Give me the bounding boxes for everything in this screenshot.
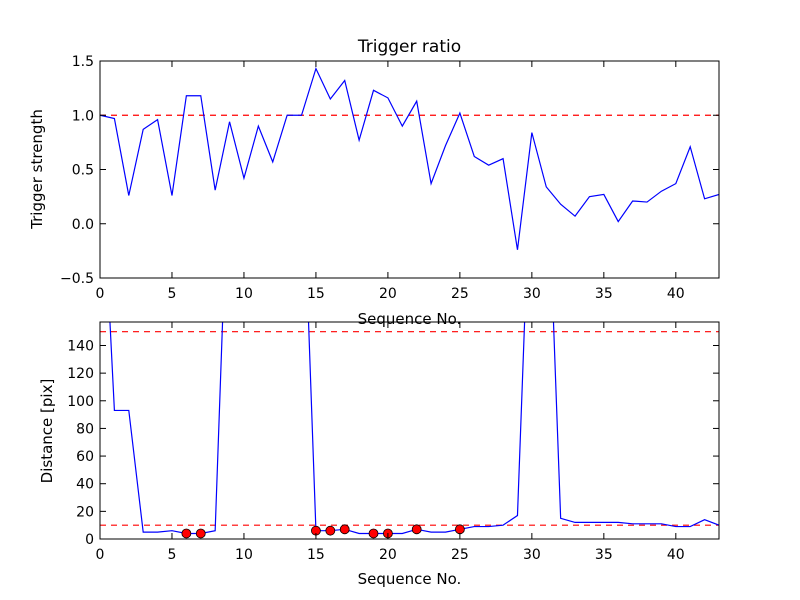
- x-tick-label: 0: [96, 286, 105, 302]
- x-tick-label: 40: [667, 547, 685, 563]
- y-tick-label: 80: [76, 421, 94, 437]
- y-axis-label-bottom: Distance [pix]: [38, 379, 56, 484]
- y-tick-label: 1.5: [72, 54, 94, 70]
- y-tick-label: 20: [76, 504, 94, 520]
- x-tick-label: 35: [595, 286, 613, 302]
- trigger-ratio-panel: Trigger ratio 0 5 10 15 20 25 30 35 40 −0.5 0.0 0.5…: [28, 37, 720, 328]
- y-tick-label: 60: [76, 449, 94, 465]
- y-axis-label-top: Trigger strength: [28, 109, 46, 230]
- x-tick-label: 20: [379, 547, 397, 563]
- x-tick-label: 25: [451, 286, 469, 302]
- x-tick-label: 5: [168, 286, 177, 302]
- x-tick-label: 15: [307, 547, 325, 563]
- y-tick-label: 100: [67, 394, 94, 410]
- y-tick-label: 0.0: [72, 217, 94, 233]
- x-tick-label: 35: [595, 547, 613, 563]
- x-tick-label: 15: [307, 286, 325, 302]
- x-tick-label: 30: [523, 286, 541, 302]
- y-tick-label: 40: [76, 477, 94, 493]
- data-marker: [368, 528, 379, 539]
- y-tick-label: 0.5: [72, 163, 94, 179]
- x-tick-label: 10: [235, 547, 253, 563]
- y-tick-label: 1.0: [72, 108, 94, 124]
- chart-title: Trigger ratio: [357, 37, 461, 57]
- x-axis-label-bottom: Sequence No.: [358, 570, 462, 588]
- y-tick-label: −0.5: [60, 271, 94, 287]
- x-tick-label: 30: [523, 547, 541, 563]
- x-axis-label-top: Sequence No.: [358, 310, 462, 328]
- x-tick-label: 20: [379, 286, 397, 302]
- series-line: [109, 322, 719, 535]
- x-tick-label: 5: [168, 547, 177, 563]
- data-marker: [325, 525, 336, 536]
- y-tick-label: 0: [85, 532, 94, 548]
- x-tick-label: 40: [667, 286, 685, 302]
- x-tick-label: 25: [451, 547, 469, 563]
- axes-frame: [99, 321, 720, 540]
- data-marker: [339, 524, 350, 535]
- data-marker: [454, 524, 465, 535]
- y-tick-label: 120: [67, 366, 94, 382]
- data-marker: [195, 528, 206, 539]
- data-marker: [411, 524, 422, 535]
- series-line: [100, 66, 719, 250]
- data-marker: [181, 528, 192, 539]
- x-tick-label: 0: [96, 547, 105, 563]
- axes-frame: [99, 60, 720, 279]
- x-tick-label: 10: [235, 286, 253, 302]
- distance-panel: 0 5 10 15 20 25 30 35 40 0 20 40 60 80 100 120 140 Seque…: [38, 321, 720, 588]
- y-tick-label: 140: [67, 338, 94, 354]
